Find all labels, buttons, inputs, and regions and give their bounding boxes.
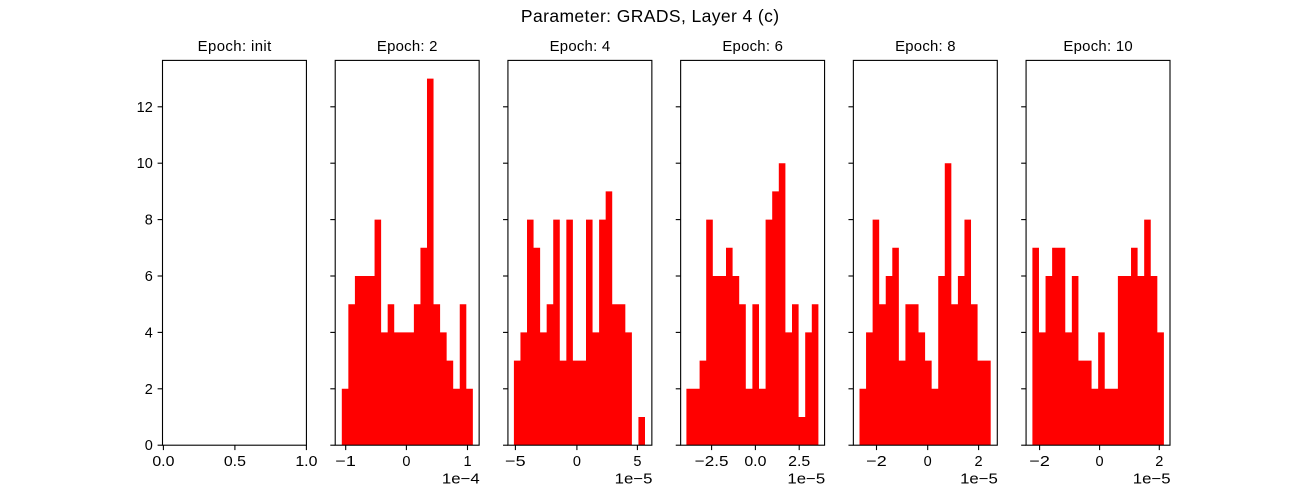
svg-text:−2: −2 xyxy=(866,454,887,470)
svg-text:2: 2 xyxy=(975,454,983,470)
svg-text:1e−4: 1e−4 xyxy=(442,471,480,487)
svg-text:2: 2 xyxy=(1155,454,1163,470)
svg-text:Epoch: 2: Epoch: 2 xyxy=(377,39,438,55)
svg-text:−5: −5 xyxy=(505,454,526,470)
svg-text:2: 2 xyxy=(145,382,153,398)
svg-text:0: 0 xyxy=(402,454,410,470)
svg-text:0: 0 xyxy=(1096,454,1104,470)
svg-text:1e−5: 1e−5 xyxy=(787,471,825,487)
svg-text:2.5: 2.5 xyxy=(788,454,810,470)
svg-text:−2: −2 xyxy=(1029,454,1050,470)
svg-text:0.0: 0.0 xyxy=(744,454,766,470)
svg-text:8: 8 xyxy=(145,213,153,229)
svg-text:Parameter: GRADS, Layer 4 (c): Parameter: GRADS, Layer 4 (c) xyxy=(521,6,779,26)
svg-text:12: 12 xyxy=(137,100,153,116)
svg-text:1: 1 xyxy=(463,454,471,470)
svg-text:5: 5 xyxy=(633,454,641,470)
svg-text:−1: −1 xyxy=(335,454,356,470)
svg-text:1e−5: 1e−5 xyxy=(960,471,998,487)
svg-text:0.5: 0.5 xyxy=(224,454,246,470)
svg-text:Epoch: 8: Epoch: 8 xyxy=(895,39,956,55)
svg-text:1.0: 1.0 xyxy=(295,454,317,470)
svg-text:Epoch: 10: Epoch: 10 xyxy=(1063,39,1132,55)
svg-text:0: 0 xyxy=(145,438,153,454)
svg-text:6: 6 xyxy=(145,269,153,285)
svg-text:0.0: 0.0 xyxy=(152,454,174,470)
svg-text:Epoch: 6: Epoch: 6 xyxy=(722,39,783,55)
svg-text:10: 10 xyxy=(137,156,153,172)
svg-text:Epoch: init: Epoch: init xyxy=(198,39,272,55)
svg-text:1e−5: 1e−5 xyxy=(615,471,653,487)
svg-text:Epoch: 4: Epoch: 4 xyxy=(550,39,611,55)
svg-text:0: 0 xyxy=(573,454,581,470)
svg-text:−2.5: −2.5 xyxy=(695,454,729,470)
svg-text:1e−5: 1e−5 xyxy=(1133,471,1171,487)
svg-text:0: 0 xyxy=(924,454,932,470)
svg-text:4: 4 xyxy=(145,325,153,341)
